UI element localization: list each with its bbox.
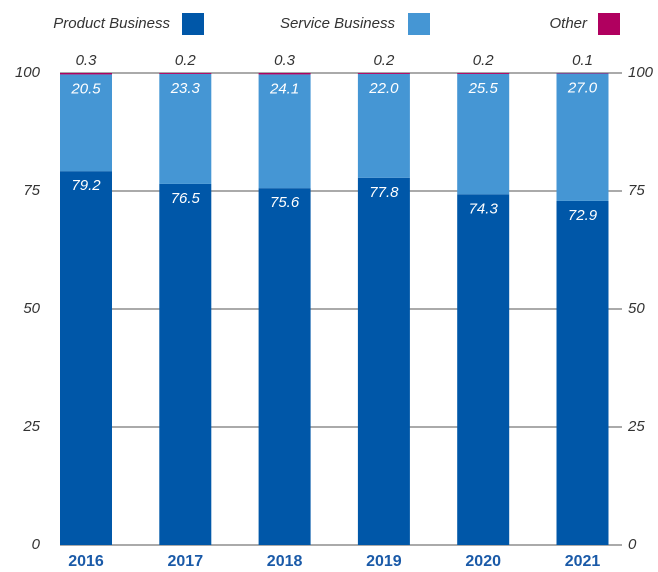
y-tick-label: 25 [22, 418, 40, 435]
value-label: 25.5 [468, 80, 499, 97]
y2-tick-label: 25 [627, 418, 645, 435]
value-label: 0.3 [76, 52, 98, 69]
legend-swatch [182, 13, 204, 35]
bar-segment [556, 73, 609, 201]
bar-segment [357, 177, 410, 545]
value-label: 76.5 [171, 190, 201, 207]
y2-tick-label: 75 [628, 182, 645, 199]
legend-label: Service Business [280, 15, 396, 32]
value-label: 23.3 [170, 80, 201, 97]
legend-swatch [598, 13, 620, 35]
bar-segment [357, 73, 410, 74]
value-label: 20.5 [70, 80, 101, 97]
bar-segment [457, 73, 510, 74]
value-label: 22.0 [368, 80, 399, 97]
value-label: 77.8 [369, 184, 399, 201]
x-tick-label: 2020 [465, 553, 501, 570]
value-label: 24.1 [269, 80, 299, 97]
x-tick-label: 2019 [366, 553, 402, 570]
x-tick-label: 2021 [565, 553, 601, 570]
value-label: 72.9 [568, 207, 598, 224]
bar-segment [60, 74, 112, 172]
bar-segment [258, 74, 311, 189]
value-label: 0.2 [175, 52, 197, 69]
bar-segment [159, 73, 212, 184]
y2-tick-label: 50 [628, 300, 645, 317]
bar-segment [258, 188, 311, 545]
bar-segment [357, 73, 410, 178]
value-label: 0.3 [274, 52, 296, 69]
bar-segment [60, 73, 112, 75]
y-tick-label: 50 [23, 300, 40, 317]
x-tick-label: 2017 [168, 553, 204, 570]
y-tick-label: 100 [15, 64, 41, 81]
value-label: 27.0 [567, 79, 598, 96]
y2-tick-label: 100 [628, 64, 654, 81]
y-tick-label: 0 [32, 536, 41, 553]
bar-segment [457, 194, 510, 545]
y2-tick-label: 0 [628, 536, 637, 553]
y-tick-label: 75 [23, 182, 40, 199]
legend-label: Product Business [53, 15, 170, 32]
value-label: 0.1 [572, 52, 593, 69]
bar-segment [159, 183, 212, 546]
legend-swatch [408, 13, 430, 35]
value-label: 79.2 [71, 177, 101, 194]
x-tick-label: 2016 [68, 553, 104, 570]
bar-segment [457, 73, 510, 195]
bar-segment [258, 73, 311, 75]
legend-label: Other [549, 15, 588, 32]
x-tick-label: 2018 [267, 553, 303, 570]
bar-segment [159, 73, 212, 74]
bar-segment [556, 200, 609, 546]
value-label: 0.2 [373, 52, 395, 69]
value-label: 75.6 [270, 194, 300, 211]
value-label: 0.2 [473, 52, 495, 69]
value-label: 74.3 [469, 200, 499, 217]
bar-segment [60, 171, 112, 545]
